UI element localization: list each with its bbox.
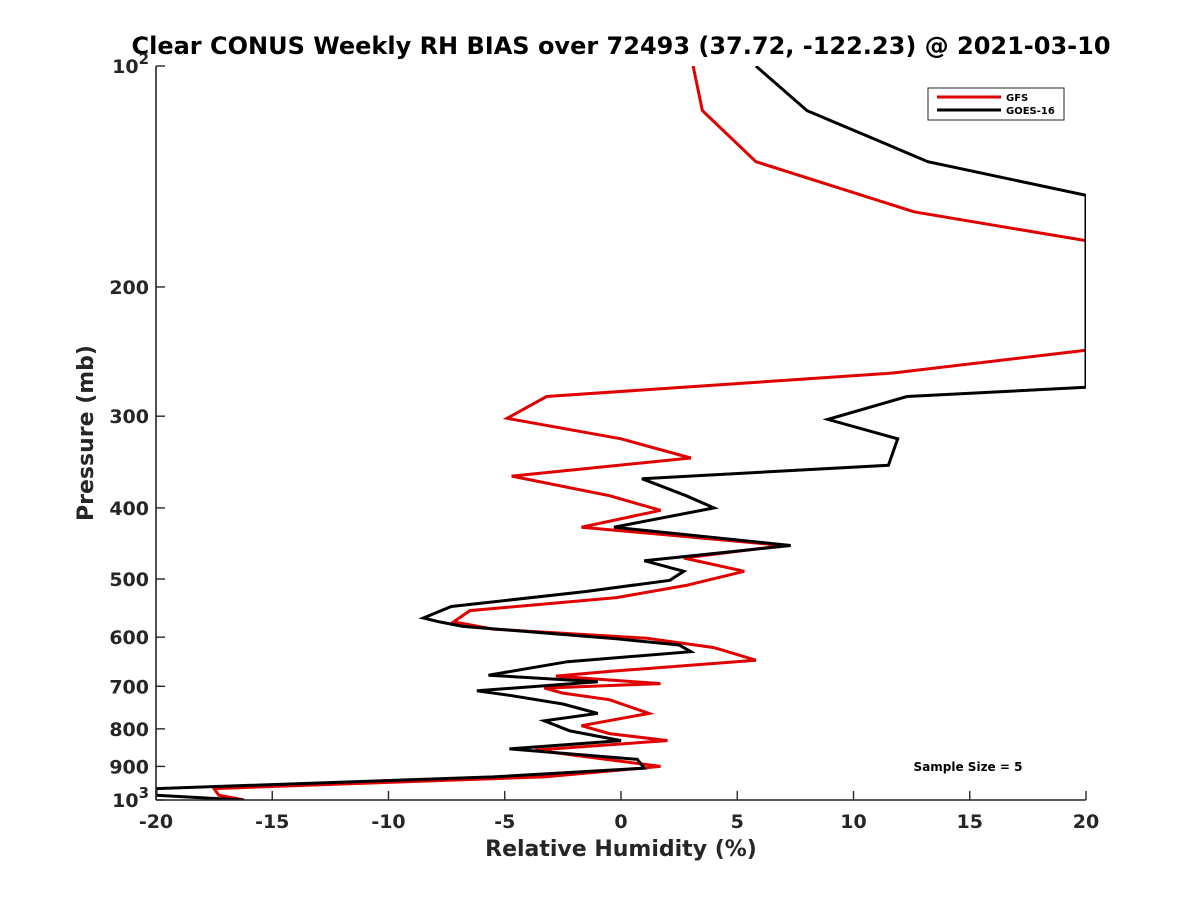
y-tick-label: 102 — [112, 50, 149, 78]
y-tick-base: 10 — [112, 790, 138, 812]
chart-title: Clear CONUS Weekly RH BIAS over 72493 (3… — [131, 32, 1110, 60]
x-tick-label: 0 — [614, 811, 627, 833]
x-tick-label: 15 — [957, 811, 983, 833]
y-tick-label: 200 — [109, 277, 149, 299]
sample-size-annotation: Sample Size = 5 — [914, 760, 1023, 774]
y-tick-label: 103 — [112, 784, 149, 812]
y-tick-label: 700 — [109, 676, 149, 698]
y-tick-exponent: 3 — [139, 784, 149, 802]
y-tick-label: 400 — [109, 498, 149, 520]
x-tick-label: -5 — [494, 811, 515, 833]
y-tick-label: 500 — [109, 569, 149, 591]
x-tick-label: -15 — [255, 811, 289, 833]
y-tick-exponent: 2 — [139, 50, 149, 68]
y-tick-label: 900 — [109, 756, 149, 778]
x-axis-label: Relative Humidity (%) — [485, 837, 757, 862]
series-line-goes-16 — [156, 66, 1086, 800]
x-tick-label: -20 — [139, 811, 173, 833]
y-tick-base: 10 — [112, 56, 138, 78]
x-tick-label: 20 — [1073, 811, 1099, 833]
x-tick-label: -10 — [371, 811, 405, 833]
legend-label: GFS — [1006, 93, 1028, 104]
x-ticks: -20 -15 -10 -5 0 5 10 15 20 — [139, 791, 1099, 833]
legend-label: GOES-16 — [1006, 106, 1055, 117]
y-tick-label: 600 — [109, 627, 149, 649]
y-tick-label: 800 — [109, 719, 149, 741]
series-layer — [156, 66, 1086, 800]
legend: GFS GOES-16 — [927, 87, 1065, 121]
x-tick-label: 5 — [731, 811, 744, 833]
x-tick-label: 10 — [840, 811, 866, 833]
plot-area: -20 -15 -10 -5 0 5 10 15 20 10220030040050060070… — [109, 50, 1099, 833]
y-axis-label: Pressure (mb) — [74, 345, 99, 521]
y-tick-label: 300 — [109, 406, 149, 428]
legend-box — [927, 87, 1065, 121]
series-line-gfs — [211, 66, 1086, 800]
